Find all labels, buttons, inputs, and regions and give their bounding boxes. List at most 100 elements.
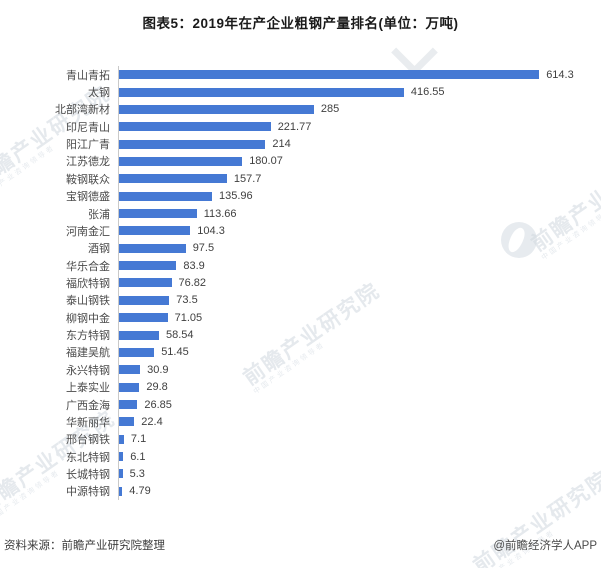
- category-label: 青山青拓: [66, 69, 110, 82]
- value-label: 135.96: [219, 190, 253, 203]
- value-label: 97.5: [192, 242, 215, 255]
- bar: [119, 191, 212, 201]
- bar-row: 太钢 416.55: [0, 83, 601, 101]
- category-label: 鞍钢联众: [66, 173, 110, 186]
- bar: [119, 382, 140, 392]
- bar-row: 东方特钢 58.54: [0, 326, 601, 344]
- bar-track: 614.3: [118, 66, 601, 84]
- bar-row: 长城特钢 5.3: [0, 465, 601, 483]
- value-label: 30.9: [147, 363, 169, 376]
- bar-row: 华乐合金 83.9: [0, 256, 601, 275]
- category-label: 长城特钢: [66, 468, 110, 481]
- bar-row: 印尼青山 221.77: [0, 118, 601, 136]
- value-label: 104.3: [197, 224, 225, 237]
- footer: 资料来源：前瞻产业研究院整理 @前瞻经济学人APP: [4, 537, 597, 553]
- bar-track: 113.66: [118, 204, 601, 223]
- bar-row: 阳江广青 214: [0, 135, 601, 153]
- bar: [119, 347, 155, 357]
- category-label: 江苏德龙: [66, 156, 110, 169]
- bar-row: 宝钢德盛 135.96: [0, 187, 601, 205]
- bar: [119, 330, 159, 340]
- bar-row: 福欣特钢 76.82: [0, 274, 601, 292]
- category-label: 福欣特钢: [66, 277, 110, 290]
- category-label: 张浦: [88, 208, 110, 221]
- category-label: 泰山钢铁: [66, 295, 110, 308]
- bar-row: 上泰实业 29.8: [0, 378, 601, 396]
- bar-row: 中源特钢 4.79: [0, 482, 601, 500]
- bar: [119, 156, 243, 166]
- bar-track: 26.85: [118, 395, 601, 414]
- category-label: 永兴特钢: [66, 364, 110, 377]
- bar-row: 永兴特钢 30.9: [0, 361, 601, 379]
- value-label: 285: [320, 103, 340, 116]
- bar-track: 214: [118, 135, 601, 153]
- bar-chart: 青山青拓 614.3 太钢 416.55 北部湾新材 285 印尼青山 221.77 阳江广青 2…: [0, 66, 601, 500]
- value-label: 221.77: [277, 120, 312, 133]
- bar-track: 180.07: [118, 152, 601, 171]
- bar-track: 51.45: [118, 343, 601, 362]
- category-label: 华新丽华: [66, 416, 110, 429]
- bar-track: 83.9: [118, 256, 601, 275]
- bar-track: 416.55: [118, 83, 601, 101]
- category-label: 宝钢德盛: [66, 191, 110, 204]
- bar-row: 泰山钢铁 73.5: [0, 291, 601, 310]
- bar: [119, 313, 168, 323]
- bar-row: 福建吴航 51.45: [0, 343, 601, 362]
- bar: [119, 417, 135, 427]
- bar: [119, 295, 170, 305]
- category-label: 北部湾新材: [55, 104, 110, 117]
- bar-row: 东北特钢 6.1: [0, 447, 601, 466]
- bar-row: 广西金海 26.85: [0, 395, 601, 414]
- bar-track: 71.05: [118, 309, 601, 327]
- value-label: 5.3: [129, 467, 145, 480]
- category-label: 印尼青山: [66, 121, 110, 134]
- value-label: 416.55: [410, 86, 445, 99]
- category-label: 广西金海: [66, 399, 110, 412]
- value-label: 29.8: [146, 381, 168, 394]
- value-label: 73.5: [176, 294, 198, 307]
- value-label: 7.1: [130, 433, 147, 446]
- bar-row: 柳钢中金 71.05: [0, 309, 601, 327]
- credit-note: @前瞻经济学人APP: [493, 540, 597, 552]
- value-label: 180.07: [249, 155, 283, 168]
- bar: [119, 469, 123, 479]
- bar-row: 邢台钢铁 7.1: [0, 430, 601, 448]
- category-label: 华乐合金: [66, 260, 110, 273]
- bar: [119, 400, 138, 409]
- value-label: 58.54: [166, 329, 194, 342]
- category-label: 中源特钢: [66, 486, 110, 499]
- bar-row: 青山青拓 614.3: [0, 66, 601, 84]
- bar: [119, 486, 123, 496]
- bar: [119, 261, 177, 271]
- value-label: 113.66: [203, 207, 237, 220]
- value-label: 71.05: [174, 311, 203, 324]
- category-label: 酒钢: [88, 243, 110, 256]
- bar: [119, 365, 141, 375]
- value-label: 83.9: [183, 259, 205, 272]
- value-label: 4.79: [129, 485, 151, 498]
- bar: [119, 174, 227, 184]
- value-label: 157.7: [233, 172, 262, 185]
- bar-track: 30.9: [118, 361, 601, 379]
- bar-track: 97.5: [118, 239, 601, 257]
- category-label: 邢台钢铁: [66, 434, 110, 447]
- bar: [119, 87, 404, 97]
- bar-track: 58.54: [118, 326, 601, 344]
- bar-track: 22.4: [118, 413, 601, 431]
- value-label: 614.3: [546, 68, 574, 81]
- bar-track: 285: [118, 100, 601, 119]
- category-label: 上泰实业: [66, 382, 110, 395]
- value-label: 51.45: [161, 346, 189, 359]
- bar-row: 江苏德龙 180.07: [0, 152, 601, 171]
- value-label: 26.85: [144, 398, 172, 411]
- bar: [119, 209, 197, 219]
- bar-track: 4.79: [118, 482, 601, 500]
- value-label: 6.1: [130, 450, 146, 463]
- bar: [119, 104, 314, 114]
- chart-title: 图表5：2019年在产企业粗钢产量排名(单位：万吨): [142, 16, 459, 31]
- category-label: 东北特钢: [66, 451, 110, 464]
- bar-track: 73.5: [118, 291, 601, 310]
- bar-track: 7.1: [118, 430, 601, 448]
- bar: [119, 434, 124, 444]
